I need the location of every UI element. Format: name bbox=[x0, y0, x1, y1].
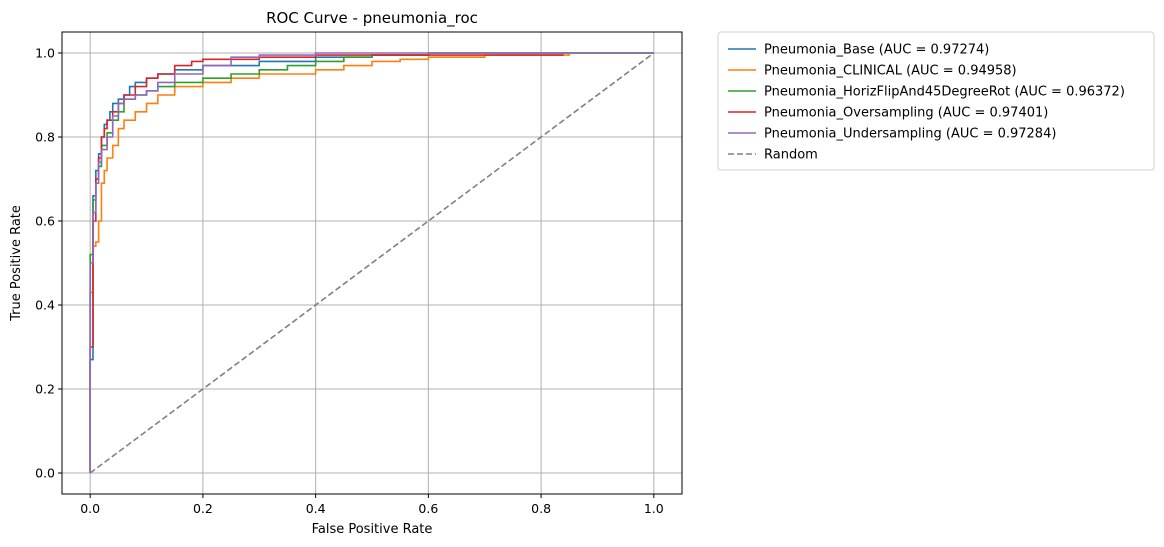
series-lines bbox=[89, 52, 655, 474]
y-axis-ticks: 0.0 0.2 0.4 0.6 0.8 1.0 bbox=[35, 46, 62, 481]
chart-title: ROC Curve - pneumonia_roc bbox=[266, 9, 478, 28]
y-tick-label: 0.2 bbox=[35, 382, 55, 397]
legend-box bbox=[717, 31, 1155, 171]
x-tick-label: 0.0 bbox=[80, 501, 100, 516]
x-tick-label: 0.6 bbox=[418, 501, 438, 516]
y-tick-label: 0.0 bbox=[35, 466, 55, 481]
legend: Pneumonia_Base (AUC = 0.97274) Pneumonia_… bbox=[717, 31, 1155, 171]
y-tick-label: 0.4 bbox=[35, 298, 55, 313]
y-tick-label: 1.0 bbox=[35, 46, 55, 61]
x-tick-label: 0.2 bbox=[193, 501, 213, 516]
legend-label: Pneumonia_CLINICAL (AUC = 0.94958) bbox=[764, 64, 1017, 79]
legend-label: Pneumonia_Base (AUC = 0.97274) bbox=[764, 43, 989, 58]
plot-area-frame bbox=[61, 31, 683, 495]
legend-label: Random bbox=[764, 148, 818, 163]
y-tick-label: 0.8 bbox=[35, 130, 55, 145]
legend-label: Pneumonia_Oversampling (AUC = 0.97401) bbox=[764, 106, 1048, 121]
series-line-5 bbox=[89, 52, 655, 474]
grid-lines bbox=[62, 32, 682, 494]
x-axis-title: False Positive Rate bbox=[312, 522, 433, 537]
legend-label: Pneumonia_Undersampling (AUC = 0.97284) bbox=[764, 127, 1056, 142]
y-tick-label: 0.6 bbox=[35, 214, 55, 229]
x-tick-label: 0.4 bbox=[306, 501, 326, 516]
x-tick-label: 0.8 bbox=[531, 501, 551, 516]
x-axis-ticks: 0.0 0.2 0.4 0.6 0.8 1.0 bbox=[80, 494, 664, 516]
series-line-1 bbox=[89, 52, 654, 473]
legend-label: Pneumonia_HorizFlipAnd45DegreeRot (AUC =… bbox=[764, 85, 1125, 100]
series-line-4 bbox=[89, 52, 654, 473]
y-axis-title: True Positive Rate bbox=[9, 205, 24, 322]
x-tick-label: 1.0 bbox=[644, 501, 664, 516]
